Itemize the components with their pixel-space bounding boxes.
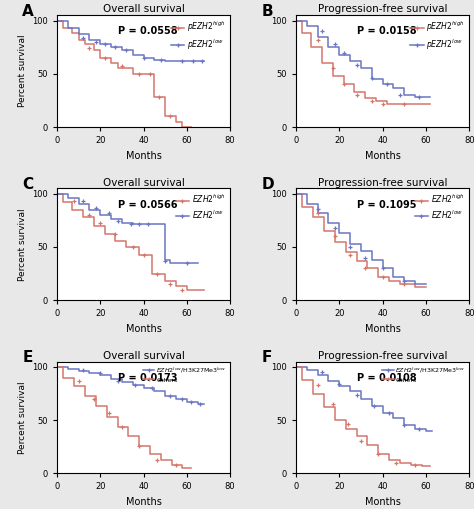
X-axis label: Months: Months [126, 324, 162, 334]
Y-axis label: Percent survival: Percent survival [18, 208, 27, 280]
X-axis label: Months: Months [365, 324, 401, 334]
Text: A: A [22, 4, 34, 19]
Legend: $\mathit{EZH2}^{high}$, $\mathit{EZH2}^{low}$: $\mathit{EZH2}^{high}$, $\mathit{EZH2}^{… [175, 192, 226, 221]
Text: E: E [22, 351, 33, 365]
Text: F: F [261, 351, 272, 365]
Text: B: B [261, 4, 273, 19]
Text: P = 0.0108: P = 0.0108 [356, 373, 416, 383]
Title: Overall survival: Overall survival [102, 5, 184, 14]
Text: C: C [22, 177, 33, 192]
Title: Progression-free survival: Progression-free survival [318, 351, 447, 361]
Title: Overall survival: Overall survival [102, 178, 184, 188]
Title: Progression-free survival: Progression-free survival [318, 5, 447, 14]
X-axis label: Months: Months [126, 151, 162, 160]
Legend: $\mathit{pEZH2}^{high}$, $\mathit{pEZH2}^{low}$: $\mathit{pEZH2}^{high}$, $\mathit{pEZH2}… [409, 19, 465, 52]
Text: D: D [261, 177, 274, 192]
Y-axis label: Percent survival: Percent survival [18, 35, 27, 107]
Text: P = 0.0173: P = 0.0173 [118, 373, 177, 383]
Text: P = 0.0566: P = 0.0566 [118, 200, 177, 210]
Y-axis label: Percent survival: Percent survival [18, 381, 27, 454]
Text: P = 0.0158: P = 0.0158 [356, 26, 416, 37]
Title: Overall survival: Overall survival [102, 351, 184, 361]
Legend: $\mathit{EZH2}^{low}$/H3K27Me3$^{low}$, Others: $\mathit{EZH2}^{low}$/H3K27Me3$^{low}$, … [382, 365, 466, 383]
Legend: $\mathit{EZH2}^{low}$/H3K27Me3$^{low}$, Others: $\mathit{EZH2}^{low}$/H3K27Me3$^{low}$, … [143, 365, 227, 383]
Title: Progression-free survival: Progression-free survival [318, 178, 447, 188]
Text: P = 0.0558: P = 0.0558 [118, 26, 177, 37]
X-axis label: Months: Months [365, 151, 401, 160]
Legend: $\mathit{EZH2}^{high}$, $\mathit{EZH2}^{low}$: $\mathit{EZH2}^{high}$, $\mathit{EZH2}^{… [414, 192, 465, 221]
Text: P = 0.1095: P = 0.1095 [356, 200, 416, 210]
X-axis label: Months: Months [365, 497, 401, 507]
X-axis label: Months: Months [126, 497, 162, 507]
Legend: $\mathit{pEZH2}^{high}$, $\mathit{pEZH2}^{low}$: $\mathit{pEZH2}^{high}$, $\mathit{pEZH2}… [170, 19, 226, 52]
